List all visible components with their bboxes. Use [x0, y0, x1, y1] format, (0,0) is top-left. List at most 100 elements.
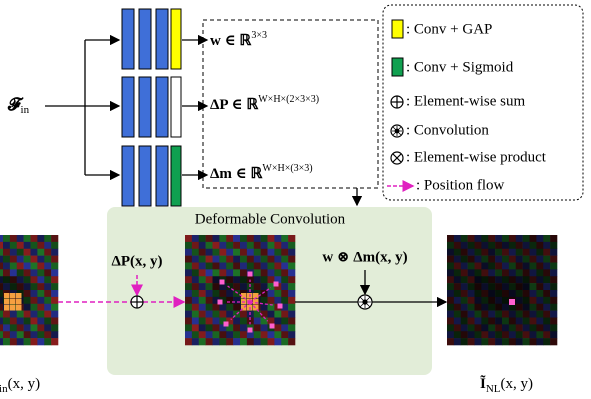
pixel — [550, 297, 557, 304]
pixel — [488, 235, 495, 242]
pixel — [543, 235, 550, 242]
pixel — [454, 263, 461, 270]
pixel — [206, 338, 213, 345]
pixel — [37, 311, 44, 318]
sample-point — [274, 282, 279, 287]
pixel — [288, 235, 295, 242]
pixel — [468, 304, 475, 311]
pixel — [213, 331, 220, 338]
pixel — [247, 263, 254, 270]
pixel — [44, 235, 51, 242]
pixel — [509, 256, 516, 263]
pixel — [219, 249, 226, 256]
pixel — [550, 338, 557, 345]
pixel — [226, 297, 233, 304]
pixel — [24, 318, 31, 325]
pixel — [219, 235, 226, 242]
pixel — [0, 290, 3, 297]
pixel — [516, 331, 523, 338]
pixel — [192, 324, 199, 331]
pixel — [240, 235, 247, 242]
sum-symbol — [131, 296, 143, 308]
pixel — [281, 290, 288, 297]
pixel — [274, 290, 281, 297]
pixel — [488, 256, 495, 263]
pixel — [274, 297, 281, 304]
pixel — [37, 269, 44, 276]
pixel — [3, 311, 10, 318]
pixel — [10, 276, 17, 283]
pixel — [17, 276, 24, 283]
pixel — [10, 318, 17, 325]
pixel — [543, 311, 550, 318]
pixel — [261, 324, 268, 331]
pixel — [226, 242, 233, 249]
pixel — [24, 242, 31, 249]
pixel — [274, 242, 281, 249]
pixel — [206, 297, 213, 304]
output-superscript: W×H×(2×3×3) — [258, 94, 319, 105]
pixel — [281, 318, 288, 325]
pixel — [461, 318, 468, 325]
pixel — [481, 276, 488, 283]
pixel — [185, 311, 192, 318]
pixel — [536, 263, 543, 270]
pixel — [233, 318, 240, 325]
pixel — [51, 242, 58, 249]
pixel — [509, 269, 516, 276]
pixel — [261, 256, 268, 263]
pixel — [0, 249, 3, 256]
pixel — [226, 290, 233, 297]
pixel — [516, 304, 523, 311]
pixel — [530, 304, 537, 311]
pixel — [530, 242, 537, 249]
pixel — [24, 304, 31, 311]
pixel — [199, 235, 206, 242]
pixel — [495, 242, 502, 249]
pixel — [17, 249, 24, 256]
output-label: Δm ∈ ℝW×H×(3×3) — [210, 163, 313, 182]
pixel — [37, 276, 44, 283]
pixel — [468, 324, 475, 331]
patch-pixel — [10, 299, 16, 305]
pixel — [523, 318, 530, 325]
pixel — [530, 311, 537, 318]
pixel — [461, 331, 468, 338]
pixel — [0, 318, 3, 325]
pixel — [44, 263, 51, 270]
pixel — [254, 269, 261, 276]
pixel — [199, 331, 206, 338]
pixel — [288, 311, 295, 318]
pixel — [461, 249, 468, 256]
pixel — [37, 283, 44, 290]
pixel — [488, 249, 495, 256]
sample-point — [270, 324, 275, 329]
pixel — [247, 338, 254, 345]
pixel — [206, 269, 213, 276]
pixel — [10, 324, 17, 331]
pixel — [247, 242, 254, 249]
pixel — [199, 249, 206, 256]
pixel — [199, 290, 206, 297]
pixel — [226, 311, 233, 318]
sample-point — [218, 300, 223, 305]
pixel — [192, 290, 199, 297]
pixel — [185, 235, 192, 242]
legend-text: : Conv + GAP — [406, 21, 492, 37]
page: {"input": {"symbol": "𝓕", "subscript": "… — [0, 0, 591, 399]
pixel — [24, 235, 31, 242]
pixel — [481, 304, 488, 311]
pixel — [536, 276, 543, 283]
pixel — [475, 290, 482, 297]
pixel — [481, 297, 488, 304]
pixel — [192, 283, 199, 290]
pixel — [213, 304, 220, 311]
pixel — [268, 235, 275, 242]
pixel — [288, 290, 295, 297]
pixel — [488, 290, 495, 297]
pixel — [206, 283, 213, 290]
pixel — [268, 331, 275, 338]
pixel — [233, 249, 240, 256]
pixel — [192, 331, 199, 338]
pixel — [219, 242, 226, 249]
